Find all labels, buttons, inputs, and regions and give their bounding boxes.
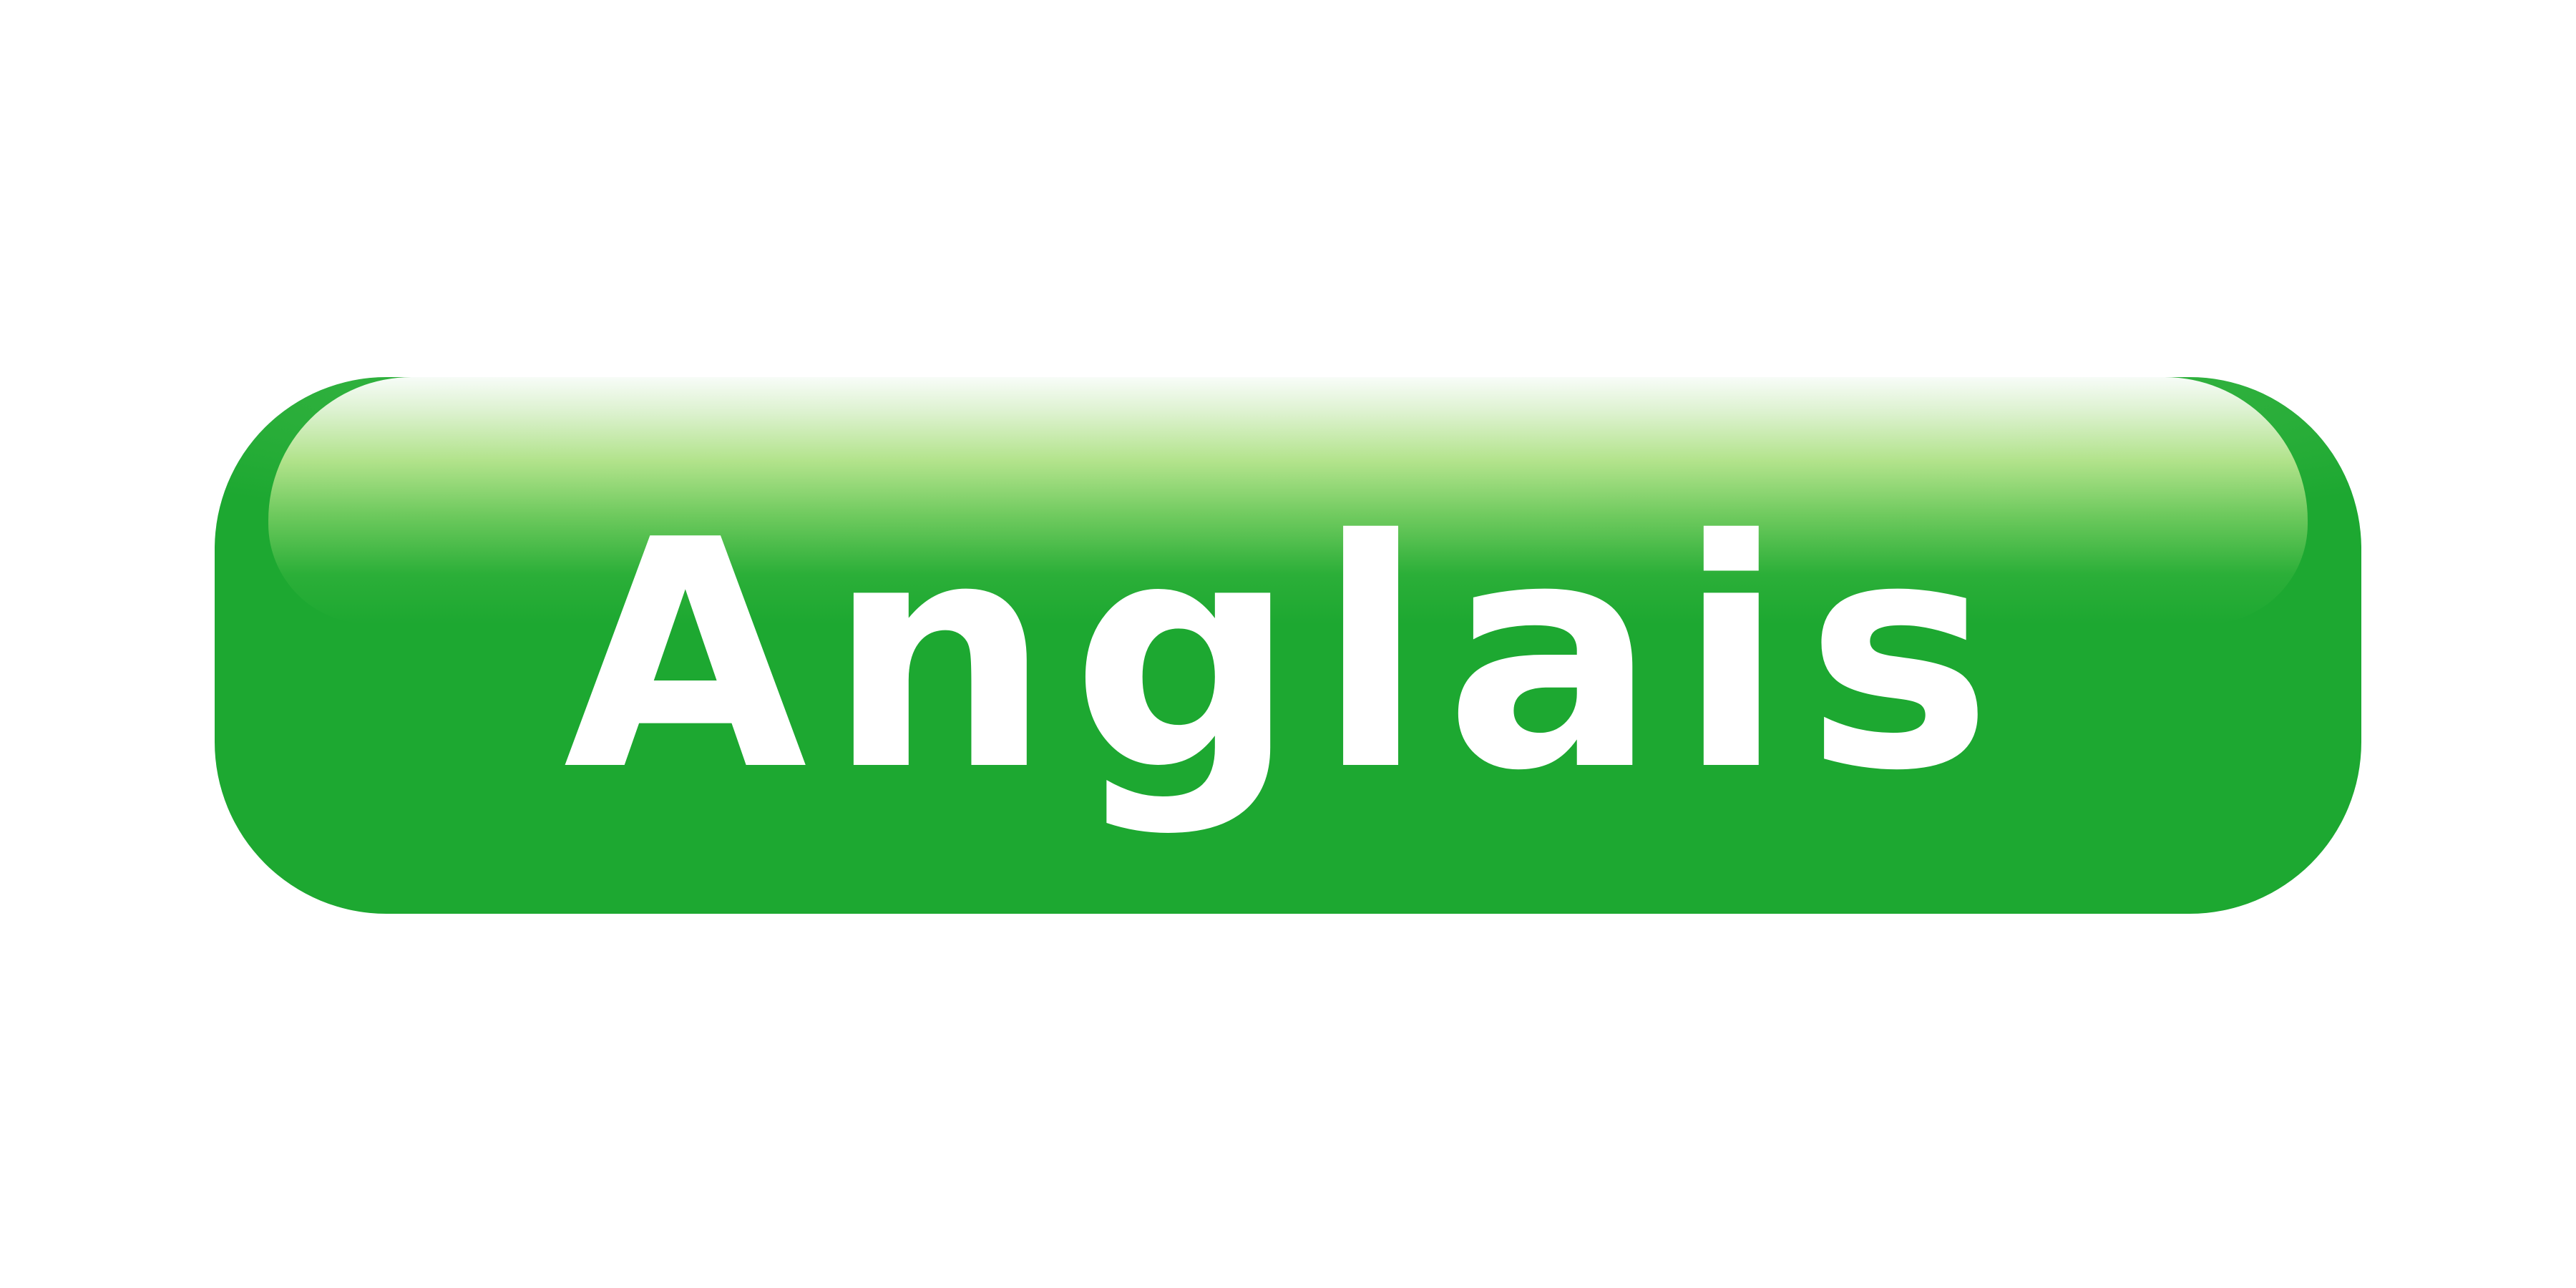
anglais-button[interactable]: Anglais: [215, 377, 2361, 914]
button-gloss-highlight: [268, 377, 2308, 624]
button-label: Anglais: [563, 473, 2013, 839]
